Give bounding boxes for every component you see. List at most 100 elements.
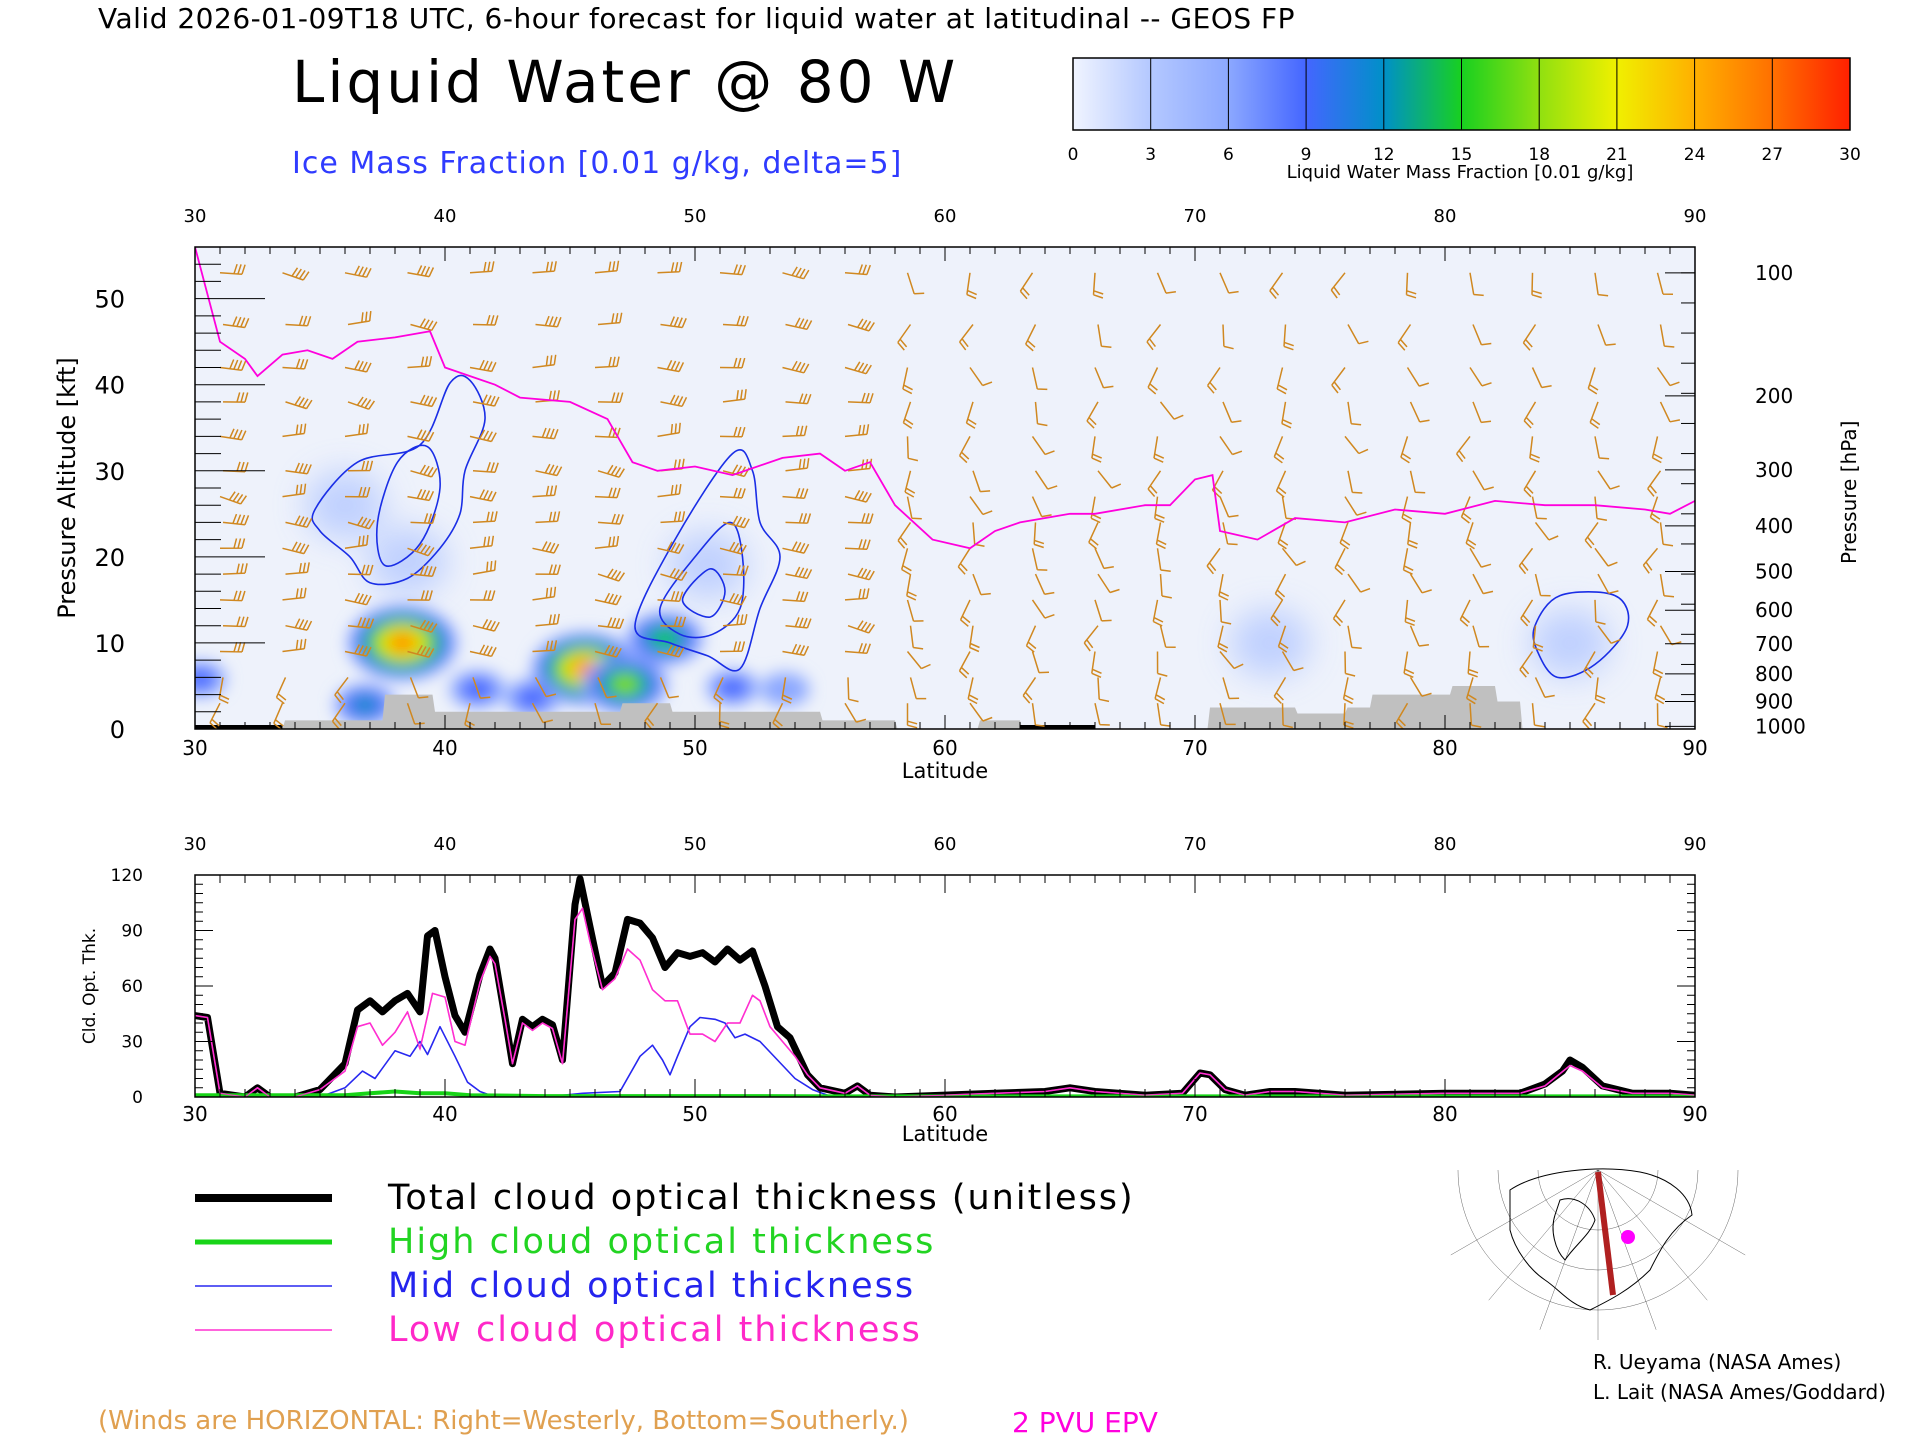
pressure-tick-label: 700 [1755, 632, 1793, 656]
wind-barb [219, 538, 246, 550]
ice-halo [1530, 608, 1610, 677]
wind-barb [1097, 677, 1110, 703]
wind-barb [1518, 547, 1534, 575]
pressure-axis-label: Pressure [hPa] [1837, 421, 1861, 564]
x-top-tick-label: 80 [1434, 834, 1457, 855]
wind-barb [1222, 401, 1242, 423]
wind-barb [594, 260, 620, 274]
wind-barb [719, 487, 746, 499]
wind-barb [1222, 522, 1238, 546]
wind-barb [532, 485, 558, 498]
wind-barb [1409, 470, 1426, 494]
series-line-low-overlay [195, 906, 1695, 1097]
wind-barb [660, 568, 688, 582]
wind-barb [1534, 521, 1559, 541]
wind-barb [657, 541, 685, 555]
wind-barb [1469, 703, 1482, 728]
wind-barb [657, 644, 685, 658]
credit-line-2: L. Lait (NASA Ames/Goddard) [1593, 1380, 1886, 1404]
wind-barb [1409, 573, 1432, 594]
wind-barb [959, 324, 974, 351]
x-top-tick-label: 50 [684, 206, 707, 227]
wind-barb [344, 534, 369, 550]
wind-barb [1531, 496, 1547, 520]
wind-barb [219, 359, 247, 371]
wind-barb [334, 676, 349, 704]
map-meridian [1539, 1169, 1599, 1330]
wind-barb [285, 315, 312, 327]
legend-mid-label: Mid cloud optical thickness [388, 1266, 916, 1306]
wind-barb [1219, 496, 1239, 518]
wind-barb [1159, 625, 1176, 649]
ice-halo [667, 531, 748, 600]
wind-barb [657, 422, 681, 438]
wind-barb [1019, 272, 1034, 300]
wind-barb [218, 677, 230, 704]
wind-barb [532, 541, 560, 554]
wind-barb [1409, 625, 1429, 647]
wind-barb [1097, 324, 1112, 349]
wind-barb [1276, 367, 1288, 395]
wind-barb [1652, 651, 1664, 679]
wind-barb [719, 357, 746, 369]
wind-barb [410, 318, 438, 332]
wind-barb [1534, 677, 1555, 699]
x-top-tick-label: 80 [1434, 206, 1457, 227]
wind-barb [1277, 625, 1289, 653]
wind-barb [906, 436, 919, 462]
location-dot [1621, 1230, 1635, 1244]
wind-barb [1531, 272, 1542, 299]
wind-barb [1154, 496, 1165, 523]
wind-barb [472, 511, 498, 524]
wind-barb [657, 261, 683, 274]
legend-total-label: Total cloud optical thickness (unitless) [388, 1178, 1135, 1218]
x-tick-label: 50 [682, 736, 707, 760]
y-tick-label: 30 [121, 1033, 143, 1053]
wind-barb [1656, 703, 1668, 729]
map-meridian [1597, 1169, 1708, 1301]
series-line-mid [195, 1016, 1695, 1097]
wind-barb [1594, 599, 1606, 625]
wind-barb [285, 618, 313, 631]
wind-barb [785, 513, 812, 524]
main-title: Liquid Water @ 80 W [292, 48, 959, 116]
wind-barb [1597, 470, 1620, 490]
wind-barb [719, 541, 747, 555]
ice-contour [1532, 591, 1630, 679]
valid-time-header: Valid 2026-01-09T18 UTC, 6-hour forecast… [98, 2, 1296, 35]
wind-barb [1332, 599, 1346, 627]
wind-barb [532, 261, 557, 274]
legend [195, 1194, 332, 1331]
wind-barb [782, 591, 809, 603]
x-tick-label: 90 [1682, 1102, 1707, 1126]
wind-barb [532, 586, 557, 601]
wind-barb [1472, 625, 1490, 648]
wind-barb [1281, 547, 1306, 567]
wind-barb [844, 642, 872, 654]
x-top-tick-label: 70 [1184, 206, 1207, 227]
wind-barb [1281, 703, 1293, 729]
wind-barb [659, 677, 679, 699]
wind-barb [719, 641, 746, 653]
wind-barb [1147, 470, 1162, 497]
map-meridian [1488, 1169, 1599, 1301]
wind-barb [1275, 470, 1287, 498]
wind-barb [1409, 677, 1432, 697]
wind-barb [469, 359, 497, 373]
wind-barb [219, 491, 248, 505]
x-top-tick-label: 60 [934, 834, 957, 855]
y-tick-label: 0 [110, 716, 125, 744]
wind-barb [532, 354, 557, 369]
wind-barb [1146, 324, 1162, 351]
wind-barb [1400, 436, 1412, 464]
wind-barb [1283, 324, 1294, 351]
pvu-line [195, 247, 1695, 550]
wind-barb [1330, 272, 1346, 299]
wind-barb [957, 547, 971, 575]
wind-barb [407, 590, 433, 601]
wind-barb [1406, 367, 1430, 387]
x-top-tick-label: 90 [1684, 834, 1707, 855]
wind-barb [472, 677, 491, 699]
wind-barb [1523, 470, 1537, 498]
wind-barb [1597, 324, 1616, 346]
